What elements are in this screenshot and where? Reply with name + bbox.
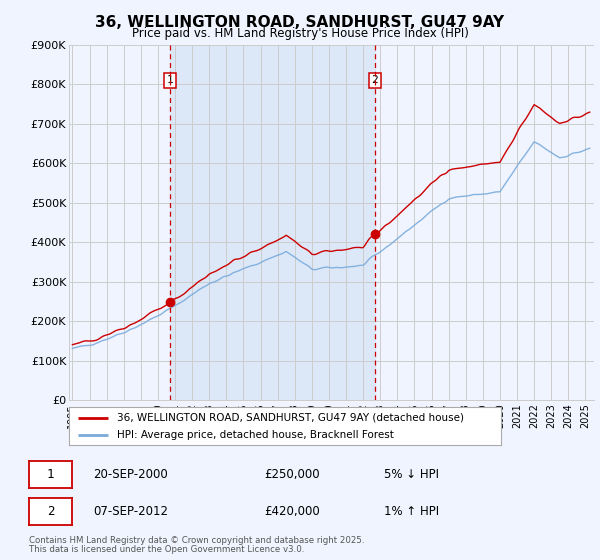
Text: 1% ↑ HPI: 1% ↑ HPI xyxy=(384,505,439,519)
Text: £250,000: £250,000 xyxy=(264,468,320,482)
Text: HPI: Average price, detached house, Bracknell Forest: HPI: Average price, detached house, Brac… xyxy=(116,430,394,440)
Text: Contains HM Land Registry data © Crown copyright and database right 2025.: Contains HM Land Registry data © Crown c… xyxy=(29,536,364,545)
Text: 1: 1 xyxy=(167,76,173,85)
Text: 36, WELLINGTON ROAD, SANDHURST, GU47 9AY: 36, WELLINGTON ROAD, SANDHURST, GU47 9AY xyxy=(95,15,505,30)
Text: This data is licensed under the Open Government Licence v3.0.: This data is licensed under the Open Gov… xyxy=(29,545,304,554)
Text: £420,000: £420,000 xyxy=(264,505,320,519)
Text: Price paid vs. HM Land Registry's House Price Index (HPI): Price paid vs. HM Land Registry's House … xyxy=(131,27,469,40)
Text: 5% ↓ HPI: 5% ↓ HPI xyxy=(384,468,439,482)
Text: 2: 2 xyxy=(47,505,54,519)
Bar xyxy=(170,45,375,400)
Text: 20-SEP-2000: 20-SEP-2000 xyxy=(93,468,168,482)
Text: 36, WELLINGTON ROAD, SANDHURST, GU47 9AY (detached house): 36, WELLINGTON ROAD, SANDHURST, GU47 9AY… xyxy=(116,413,464,423)
Text: 2: 2 xyxy=(371,76,378,85)
Text: 07-SEP-2012: 07-SEP-2012 xyxy=(93,505,168,519)
Text: 1: 1 xyxy=(47,468,54,482)
